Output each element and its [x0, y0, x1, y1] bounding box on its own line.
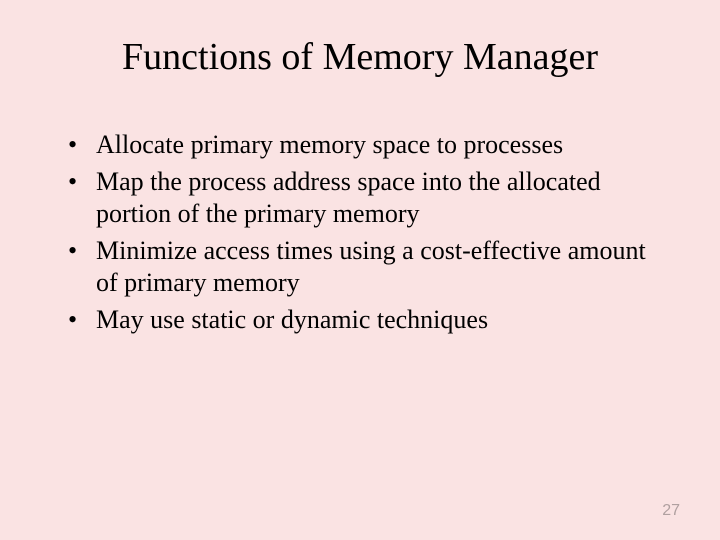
bullet-item: May use static or dynamic techniques: [68, 304, 670, 337]
page-number: 27: [662, 502, 680, 520]
slide-container: Functions of Memory Manager Allocate pri…: [0, 0, 720, 540]
bullet-item: Map the process address space into the a…: [68, 166, 670, 231]
bullet-item: Allocate primary memory space to process…: [68, 129, 670, 162]
slide-title: Functions of Memory Manager: [50, 35, 670, 79]
bullet-list: Allocate primary memory space to process…: [50, 129, 670, 336]
bullet-item: Minimize access times using a cost-effec…: [68, 235, 670, 300]
